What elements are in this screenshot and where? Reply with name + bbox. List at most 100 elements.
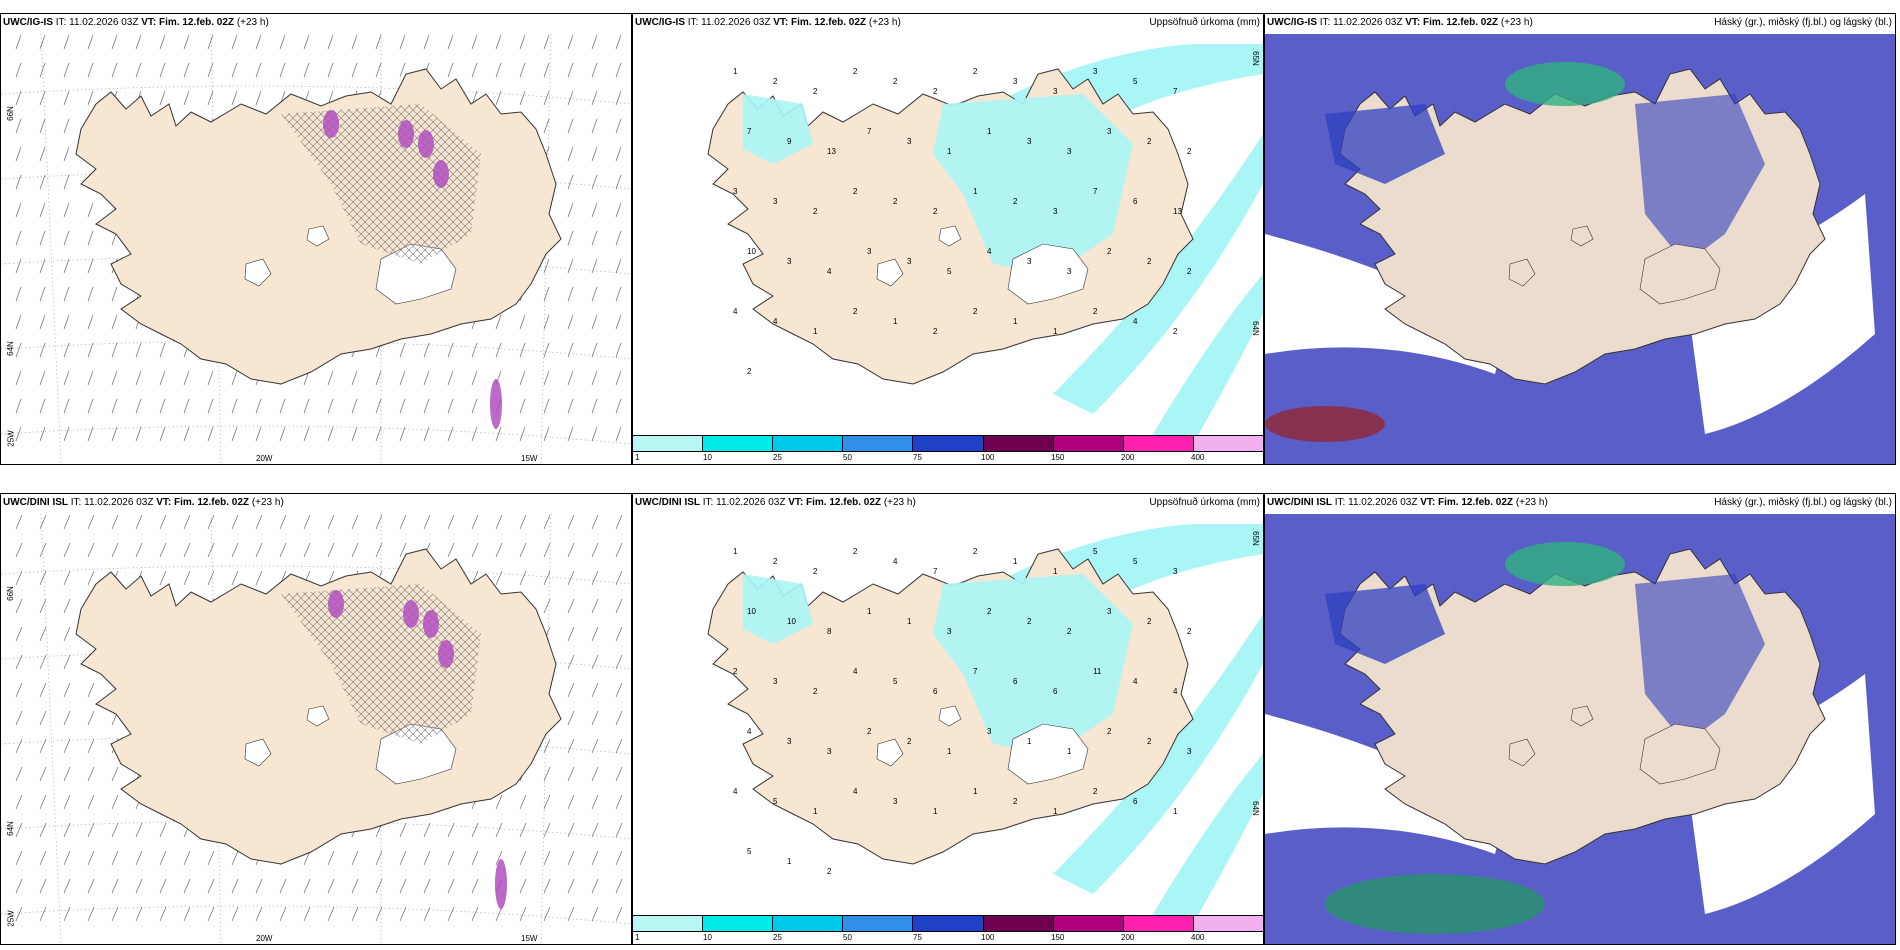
wind-barb [615,146,622,162]
panel-header: UWC/DINI ISL IT: 11.02.2026 03Z VT: Fim.… [1267,497,1548,508]
precip-value: 3 [1107,607,1112,616]
wind-map-panel-dini: UWC/DINI ISL IT: 11.02.2026 03Z VT: Fim.… [0,493,632,945]
wind-barb [39,146,46,162]
glacier [1508,738,1536,767]
wind-barb [15,258,22,274]
wind-barb [183,542,191,558]
wind-barb [111,878,119,894]
wind-barb [543,542,551,558]
precip-value: 1 [933,807,938,816]
wind-barb [63,542,71,558]
wind-barb [15,398,22,414]
precip-value: 3 [867,247,872,256]
wind-barb [15,822,23,838]
wind-barb [135,370,142,386]
clear-sky-area [1685,194,1875,434]
colorbar-tick: 200 [1121,453,1135,462]
wind-barb [135,906,143,922]
wind-barb [567,626,575,642]
precip-value: 1 [813,807,818,816]
wind-barb [159,542,167,558]
lat-label: 64N [1251,321,1261,336]
wind-barb [399,878,407,894]
precip-value: 2 [1147,137,1152,146]
wind-barb [519,542,527,558]
wind-barb [327,542,335,558]
wind-barb [87,766,95,782]
wind-barb [303,398,310,414]
wind-barb [615,118,622,134]
precip-value: 7 [973,667,978,676]
wind-barb [591,906,599,922]
precip-value: 2 [1147,257,1152,266]
map-area: 1 2 2 2 2 2 2 3 3 3 5 7 7 9 13 7 3 1 1 3 3 3 2 2 3 3 2 2 2 2 1 2 3 7 6 13 10… [633,34,1263,449]
wind-barb [207,570,215,586]
graticule-line [40,513,62,944]
wind-barb [471,542,479,558]
precip-value: 2 [813,567,818,576]
wind-barb [159,34,166,50]
wind-barb [591,822,599,838]
wind-barb [591,398,598,414]
wind-barb [423,426,430,442]
wind-barb [15,598,23,614]
wind-barb [495,514,503,530]
wind-barb [495,850,503,866]
wind-barb [543,90,550,106]
wind-barb [591,514,599,530]
wind-barb [63,230,70,246]
wind-barb [39,342,46,358]
precip-value: 5 [747,847,752,856]
precip-value: 13 [827,147,836,156]
map-area [1265,34,1895,464]
map-area [1,33,631,464]
wind-barb [63,174,70,190]
wind-barb [39,286,46,302]
wind-barb [375,878,383,894]
wind-barb [615,286,622,302]
precip-value: 4 [1173,687,1178,696]
wind-barb [207,906,215,922]
precip-value: 6 [1013,677,1018,686]
wind-barb [87,342,94,358]
wind-barb [615,794,623,810]
precip-value: 1 [1053,807,1058,816]
precip-value: 1 [733,67,738,76]
wind-barb [111,426,118,442]
wind-barb [111,766,119,782]
high-cloud [1505,542,1625,586]
wind-barb [207,878,215,894]
wind-barb [63,570,71,586]
glacier [1570,225,1594,247]
wind-barb [87,202,94,218]
high-cloud [1265,406,1385,442]
colorbar-segment [1053,436,1124,451]
magenta-precip [403,600,419,628]
wind-barb [135,62,142,78]
wind-barb [495,90,502,106]
precip-value: 2 [1107,247,1112,256]
wind-barb [543,598,551,614]
precip-value: 1 [1013,317,1018,326]
wind-barb [39,62,46,78]
wind-barb [471,822,479,838]
wind-barb [519,62,526,78]
wind-barb [327,62,334,78]
precip-value: 4 [827,267,832,276]
precip-value: 3 [1053,207,1058,216]
map-area [1265,514,1895,944]
wind-barb [351,62,358,78]
wind-barb [207,514,215,530]
wind-barb [495,542,503,558]
wind-barb [63,878,71,894]
wind-barb [327,514,335,530]
wind-barb [447,426,454,442]
precip-value: 2 [827,867,832,876]
wind-barb [159,90,166,106]
wind-barb [567,314,574,330]
wind-barb [87,878,95,894]
wind-barb [39,174,46,190]
lat-label: 66N [5,586,15,601]
colorbar-ticks: 1 10 25 50 75 100 150 200 400 [633,452,1263,464]
wind-barb [63,514,71,530]
